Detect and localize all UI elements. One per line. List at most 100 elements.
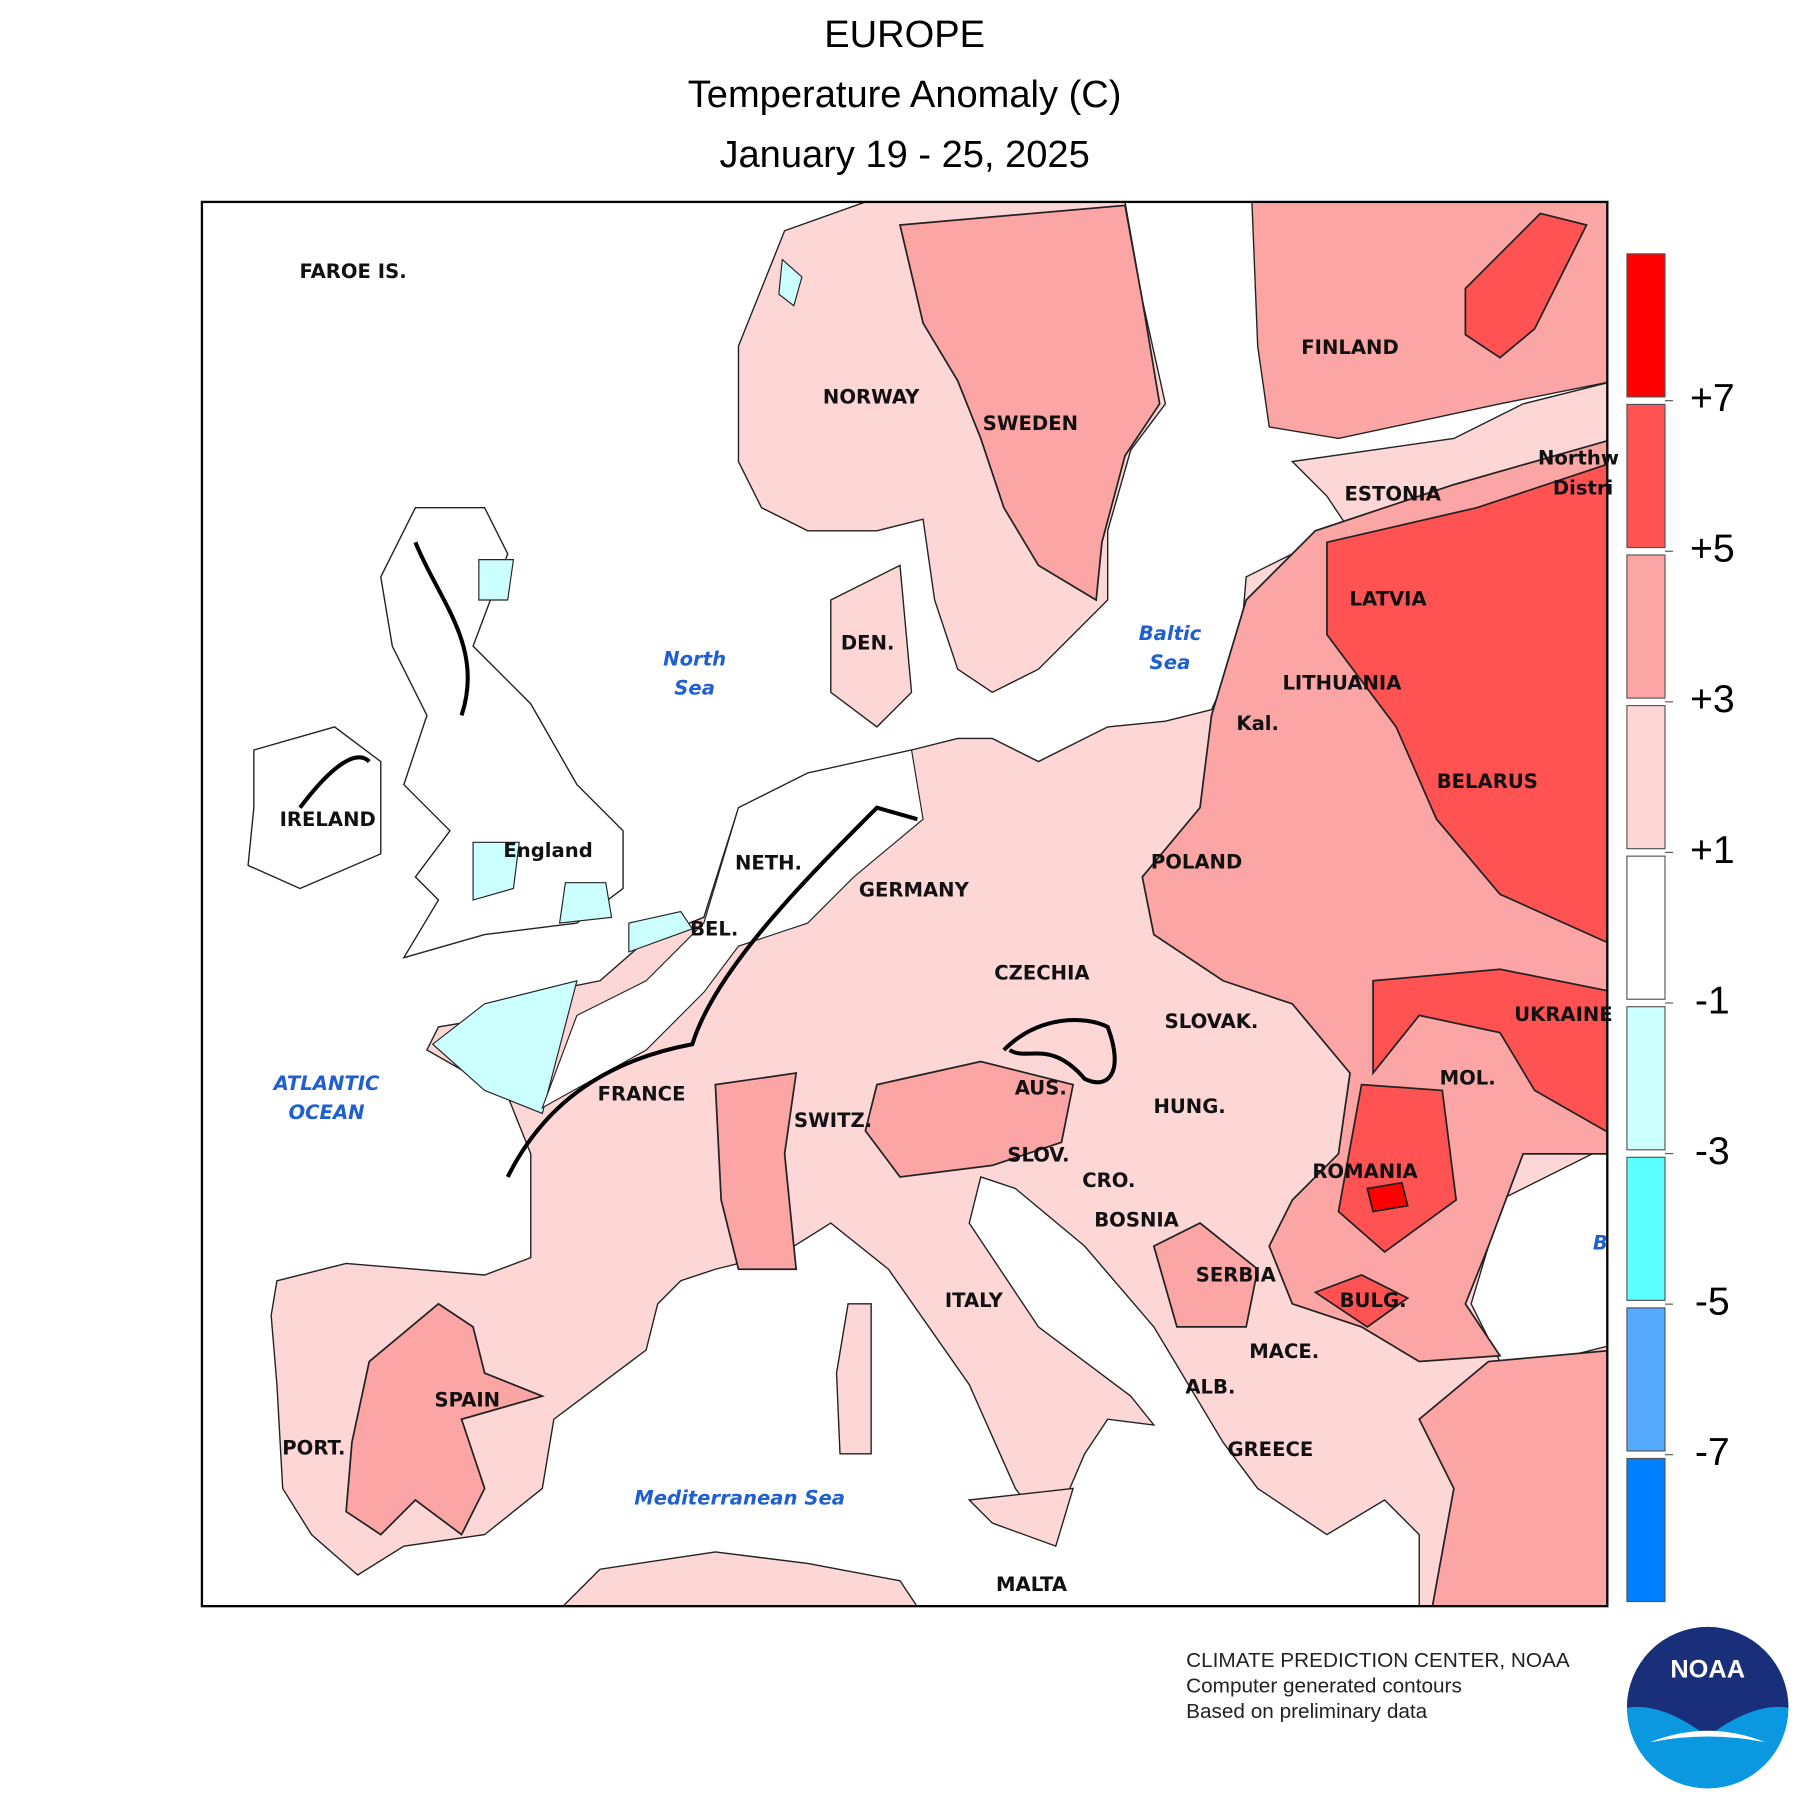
anomaly-area xyxy=(864,1060,1075,1178)
sea-label: Sea xyxy=(1150,651,1191,674)
anomaly-area xyxy=(1326,463,1608,944)
country-label: SLOV. xyxy=(1007,1144,1069,1167)
africa-coast xyxy=(562,1551,918,1607)
country-label: DEN. xyxy=(841,631,895,654)
anomaly-area xyxy=(714,1072,798,1271)
legend-tick-label: -7 xyxy=(1695,1430,1730,1474)
legend: +7 +5 +3 +1 -1 -3 -5 -7 xyxy=(1626,253,1735,1603)
sea-label: OCEAN xyxy=(289,1101,365,1124)
country-label: BELARUS xyxy=(1437,770,1538,793)
anomaly-area xyxy=(1366,1181,1409,1213)
anomaly-area xyxy=(345,1302,545,1536)
sea-label: Sea xyxy=(674,676,715,699)
country-label: SERBIA xyxy=(1196,1264,1277,1287)
country-label: SWITZ. xyxy=(794,1109,872,1132)
anomaly-area xyxy=(1464,212,1588,359)
great-britain xyxy=(380,506,624,959)
country-label: Kal. xyxy=(1236,712,1279,735)
country-label: HUNG. xyxy=(1153,1095,1225,1118)
country-label: ESTONIA xyxy=(1344,483,1441,506)
anomaly-area xyxy=(558,882,613,924)
logo-text: NOAA xyxy=(1670,1655,1745,1683)
country-label: MACE. xyxy=(1249,1340,1319,1363)
legend-swatch xyxy=(1626,1006,1666,1151)
country-label: GREECE xyxy=(1227,1438,1313,1461)
legend-swatch xyxy=(1626,1457,1666,1603)
country-label: LITHUANIA xyxy=(1282,672,1402,695)
country-label: SWEDEN xyxy=(983,412,1078,435)
credit: Based on preliminary data xyxy=(1186,1700,1428,1723)
legend-swatch xyxy=(1626,253,1666,398)
ireland xyxy=(247,726,382,890)
anomaly-area xyxy=(478,559,515,601)
country-label: CRO. xyxy=(1082,1169,1135,1192)
country-label: NETH. xyxy=(735,852,802,875)
country-label: UKRAINE xyxy=(1514,1003,1613,1026)
country-label: PORT. xyxy=(282,1437,345,1460)
country-label: BULG. xyxy=(1340,1289,1407,1312)
subtitle: Temperature Anomaly (C) xyxy=(688,74,1122,116)
anomaly-area xyxy=(1313,1274,1410,1328)
legend-swatch xyxy=(1626,704,1666,850)
credit: CLIMATE PREDICTION CENTER, NOAA xyxy=(1186,1649,1570,1672)
sea-label: B xyxy=(1593,1231,1608,1254)
anomaly-area xyxy=(628,910,694,953)
legend-swatch xyxy=(1626,855,1666,1000)
country-label: ITALY xyxy=(945,1289,1004,1312)
anomaly-area xyxy=(472,841,520,901)
anomaly-area xyxy=(1337,1083,1458,1254)
country-label: FRANCE xyxy=(598,1083,686,1106)
country-label: BEL. xyxy=(690,918,738,941)
anomaly-area xyxy=(1372,968,1608,1133)
legend-tick-label: -3 xyxy=(1695,1129,1730,1173)
anomaly-area xyxy=(431,979,578,1115)
country-label: BOSNIA xyxy=(1094,1208,1179,1231)
contour-line xyxy=(298,541,1117,1178)
country-label: England xyxy=(503,839,592,862)
country-label: POLAND xyxy=(1151,851,1242,874)
legend-swatch xyxy=(1626,1156,1666,1301)
legend-tick-label: +1 xyxy=(1690,828,1735,872)
anomaly-area xyxy=(898,204,1161,602)
country-label: CZECHIA xyxy=(994,961,1090,984)
map xyxy=(201,201,1608,1607)
country-label: SLOVAK. xyxy=(1165,1010,1259,1033)
period: January 19 - 25, 2025 xyxy=(719,134,1089,176)
anomaly-area xyxy=(541,749,924,1109)
anomaly-area xyxy=(1152,1222,1259,1328)
legend-swatch xyxy=(1626,554,1666,699)
country-label: Northw xyxy=(1538,447,1619,470)
country-label: IRELAND xyxy=(280,808,376,831)
noaa-logo: NOAA xyxy=(1626,1626,1789,1789)
legend-tick-label: +5 xyxy=(1690,527,1735,571)
country-label: AUS. xyxy=(1015,1077,1067,1100)
country-label: Distri xyxy=(1553,477,1613,500)
legend-tick-label: -1 xyxy=(1695,978,1730,1022)
map-frame xyxy=(200,200,1609,1608)
legend-swatch xyxy=(1626,1307,1666,1452)
sea-label: ATLANTIC xyxy=(272,1072,380,1095)
country-label: FINLAND xyxy=(1301,336,1398,359)
sea-label: Mediterranean Sea xyxy=(634,1486,845,1509)
country-label: MALTA xyxy=(996,1573,1068,1596)
corsica-sardinia xyxy=(835,1303,872,1455)
anomaly-area xyxy=(778,258,803,307)
country-label: FAROE IS. xyxy=(299,260,406,283)
legend-tick-label: +7 xyxy=(1690,376,1735,420)
country-label: LATVIA xyxy=(1349,588,1427,611)
sea-label: Baltic xyxy=(1139,622,1202,645)
credit: Computer generated contours xyxy=(1186,1674,1462,1697)
sicily xyxy=(967,1487,1075,1548)
legend-swatch xyxy=(1626,403,1666,549)
country-label: ALB. xyxy=(1185,1376,1235,1399)
map-labels: FAROE IS. NORWAY SWEDEN FINLAND ESTONIA LATVI… xyxy=(272,260,1619,1596)
country-label: NORWAY xyxy=(823,386,920,409)
country-label: MOL. xyxy=(1440,1066,1496,1089)
title: EUROPE xyxy=(824,14,985,56)
legend-tick-label: -5 xyxy=(1695,1279,1730,1323)
denmark xyxy=(830,564,913,728)
anomaly-area xyxy=(1418,1349,1608,1607)
country-label: SPAIN xyxy=(435,1388,501,1411)
